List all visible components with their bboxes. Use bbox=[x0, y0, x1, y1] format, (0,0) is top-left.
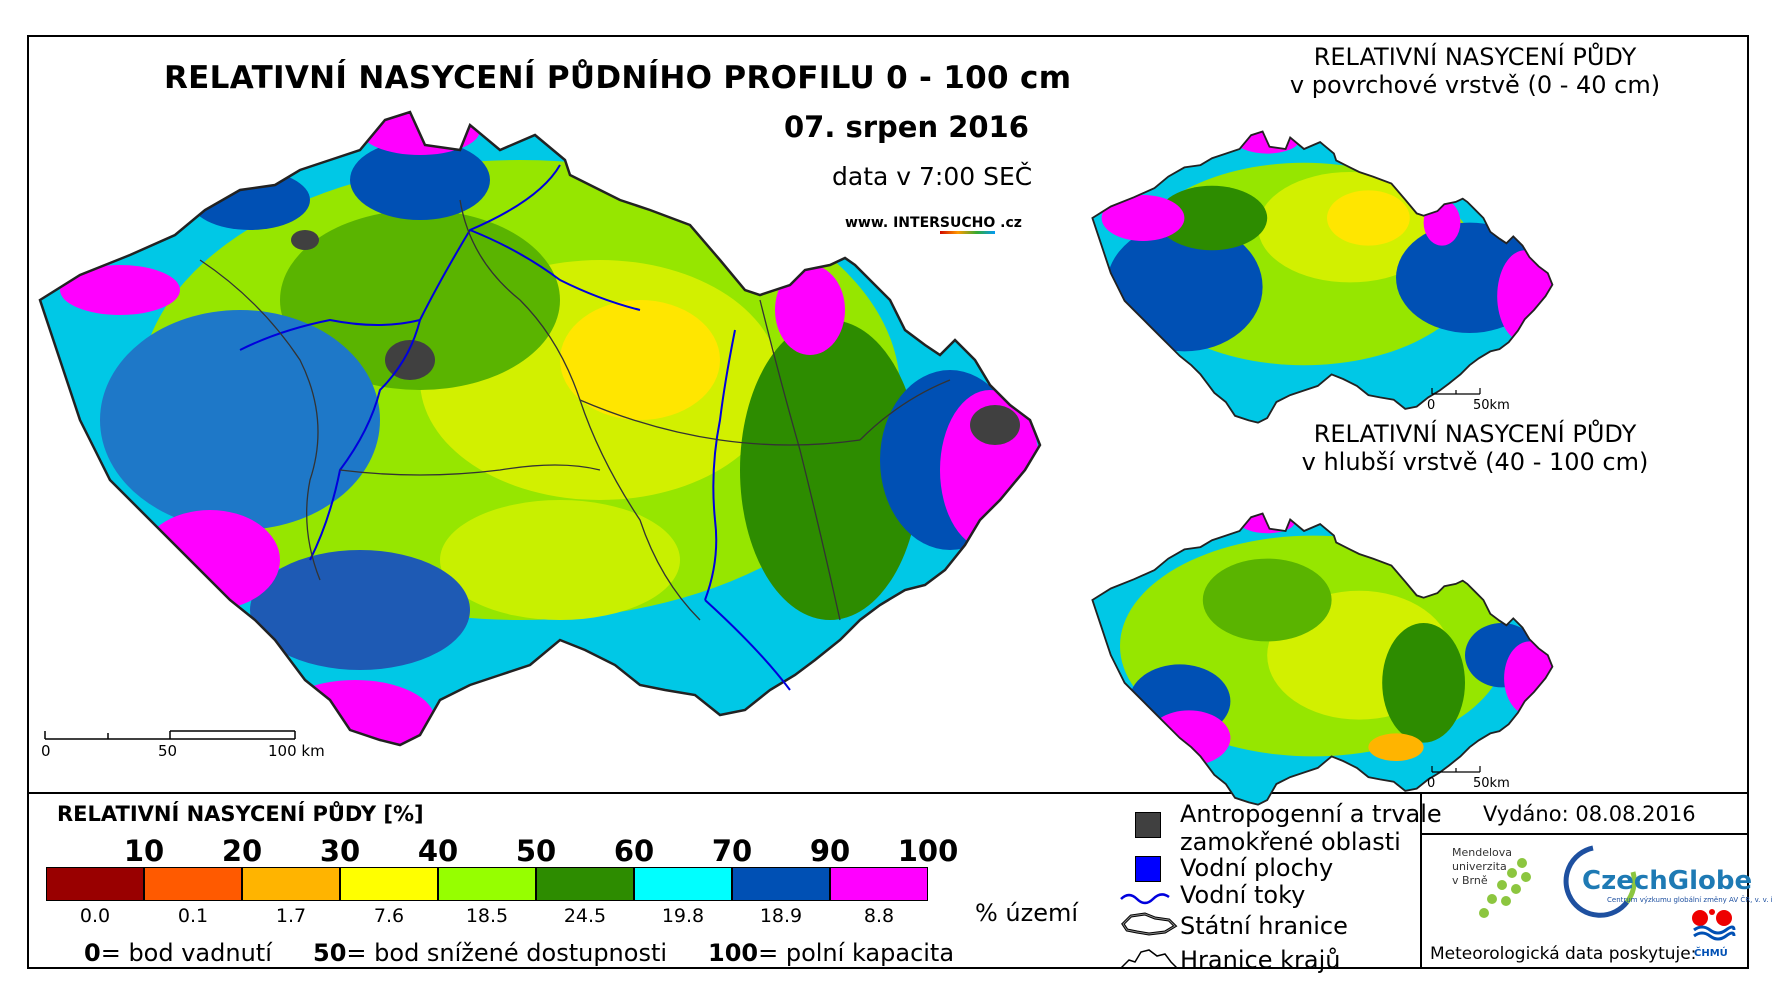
legend-percent-unit: % území bbox=[975, 899, 1079, 927]
anthropogenic-label: Antropogenní a trvale zamokřené oblasti bbox=[1180, 800, 1442, 856]
legend-swatch bbox=[46, 867, 144, 901]
legend-note-wilting: 0= bod vadnutí bbox=[84, 939, 272, 967]
legend-swatch bbox=[536, 867, 634, 901]
map-frame bbox=[27, 35, 1749, 969]
legend-swatch bbox=[144, 867, 242, 901]
main-scale-0: 0 bbox=[41, 742, 51, 760]
legend-percent-value: 0.0 bbox=[79, 905, 111, 927]
legend-tick-label: 60 bbox=[613, 834, 655, 868]
main-scale-bar bbox=[44, 730, 296, 740]
legend-percent-value: 24.5 bbox=[563, 905, 607, 927]
legend-swatch bbox=[242, 867, 340, 901]
legend-percent-value: 1.7 bbox=[275, 905, 307, 927]
legend-percent-value: 7.6 bbox=[373, 905, 405, 927]
credits-divider bbox=[1420, 792, 1422, 969]
inset-top-title: RELATIVNÍ NASYCENÍ PŮDY v povrchové vrst… bbox=[1289, 43, 1661, 99]
rivers-symbol-icon bbox=[1120, 893, 1170, 905]
inset-top-scale-0: 0 bbox=[1427, 398, 1436, 413]
main-scale-50: 50 bbox=[158, 742, 178, 760]
legend-percent-value: 0.1 bbox=[177, 905, 209, 927]
legend-note-capacity: 100= polní kapacita bbox=[708, 939, 955, 967]
legend-tick-label: 100 bbox=[897, 834, 959, 868]
legend-tick-label: 90 bbox=[809, 834, 851, 868]
legend-swatch bbox=[634, 867, 732, 901]
mendel-university-logo-text: Mendelova univerzita v Brně bbox=[1452, 846, 1513, 887]
legend-swatch bbox=[830, 867, 928, 901]
legend-percent-value: 19.8 bbox=[661, 905, 705, 927]
czechglobe-logo-icon bbox=[1563, 845, 1637, 918]
legend-swatch bbox=[732, 867, 830, 901]
rivers-label: Vodní toky bbox=[1180, 881, 1306, 909]
main-map-title: RELATIVNÍ NASYCENÍ PŮDNÍHO PROFILU 0 - 1… bbox=[164, 60, 1072, 96]
issued-divider bbox=[1420, 833, 1749, 835]
legend-swatch bbox=[340, 867, 438, 901]
legend-tick-label: 30 bbox=[319, 834, 361, 868]
water-bodies-label: Vodní plochy bbox=[1180, 854, 1334, 882]
legend-tick-label: 20 bbox=[221, 834, 263, 868]
main-scale-100: 100 km bbox=[268, 742, 325, 760]
mendel-university-logo-icon bbox=[1479, 858, 1531, 918]
inset-top-scale-50: 50km bbox=[1473, 398, 1510, 413]
state-border-icon bbox=[1121, 912, 1178, 936]
website-link[interactable]: www. INTERSUCHO .cz bbox=[845, 215, 1022, 234]
legend-divider bbox=[27, 792, 1749, 794]
main-map-time: data v 7:00 SEČ bbox=[832, 162, 1033, 191]
legend-percent-value: 18.9 bbox=[759, 905, 803, 927]
inset-bottom-scale-50: 50km bbox=[1473, 776, 1510, 791]
anthropogenic-swatch bbox=[1135, 812, 1161, 838]
main-map-date: 07. srpen 2016 bbox=[784, 110, 1029, 144]
legend-tick-label: 50 bbox=[515, 834, 557, 868]
legend-percent-value: 18.5 bbox=[465, 905, 509, 927]
region-border-label: Hranice krajů bbox=[1180, 946, 1341, 974]
legend-tick-label: 10 bbox=[123, 834, 165, 868]
chmu-logo-text: ČHMÚ bbox=[1694, 948, 1728, 959]
issued-date: Vydáno: 08.08.2016 bbox=[1483, 802, 1696, 826]
legend-swatch bbox=[438, 867, 536, 901]
legend-percent-value: 8.8 bbox=[863, 905, 895, 927]
main-map-rivers bbox=[239, 164, 791, 691]
main-map-region-borders bbox=[199, 199, 951, 621]
inset-bottom-scale-0: 0 bbox=[1427, 776, 1436, 791]
legend-note-reduced: 50= bod snížené dostupnosti bbox=[313, 939, 668, 967]
legend-tick-label: 40 bbox=[417, 834, 459, 868]
czechglobe-subtitle: Centrum výzkumu globální změny AV ČR, v.… bbox=[1607, 896, 1772, 904]
state-border-label: Státní hranice bbox=[1180, 912, 1348, 940]
inset-bottom-title: RELATIVNÍ NASYCENÍ PŮDY v hlubší vrstvě … bbox=[1301, 420, 1649, 476]
legend-tick-label: 70 bbox=[711, 834, 753, 868]
water-bodies-swatch bbox=[1135, 856, 1161, 882]
legend-title: RELATIVNÍ NASYCENÍ PŮDY [%] bbox=[57, 802, 424, 826]
czechglobe-logo-text: CzechGlobe bbox=[1582, 866, 1753, 896]
meteo-data-credit: Meteorologická data poskytuje: bbox=[1430, 944, 1697, 964]
region-border-icon bbox=[1120, 949, 1178, 969]
chmu-logo-icon bbox=[1692, 909, 1736, 941]
